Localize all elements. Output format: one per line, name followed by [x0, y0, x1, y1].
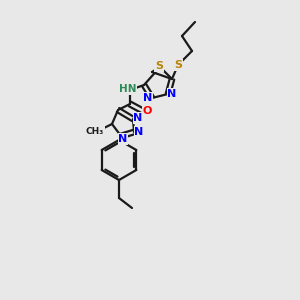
- Text: HN: HN: [119, 84, 137, 94]
- Text: N: N: [134, 113, 142, 123]
- Text: S: S: [155, 61, 163, 71]
- Text: O: O: [142, 106, 152, 116]
- Text: S: S: [174, 60, 182, 70]
- Text: CH₃: CH₃: [86, 127, 104, 136]
- Text: N: N: [167, 89, 177, 99]
- Text: N: N: [134, 127, 144, 137]
- Text: N: N: [118, 134, 127, 144]
- Text: N: N: [143, 93, 153, 103]
